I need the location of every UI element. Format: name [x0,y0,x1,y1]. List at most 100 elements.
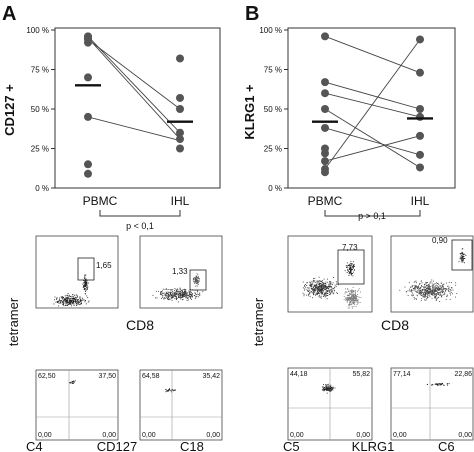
event-dot [197,283,199,284]
event-dot [77,299,79,301]
event-dot [321,292,323,294]
event-dot [325,294,327,296]
event-dot [344,293,346,295]
event-dot [350,274,352,276]
event-dot [416,285,418,287]
event-dot [428,287,430,289]
event-dot [80,299,82,301]
event-dot [73,305,75,306]
event-dot [325,284,327,286]
event-dot [71,302,73,303]
event-dot [66,301,68,303]
event-dot [349,301,351,303]
event-dot [439,288,440,289]
event-dot [321,287,323,289]
event-dot [176,298,178,299]
event-dot [350,303,352,305]
event-dot [183,293,185,295]
event-dot [178,295,179,297]
event-dot [196,282,198,284]
event-dot [167,390,168,391]
event-dot [164,292,166,294]
event-dot [331,289,332,291]
event-dot [313,290,315,292]
event-dot [68,302,70,304]
event-dot [347,296,349,298]
event-dot [81,303,82,305]
event-dot [56,298,57,300]
event-dot [426,288,427,289]
event-dot [424,284,425,286]
flow-b-xlabel-bottom: KLRG1 [352,439,395,452]
event-dot [169,388,170,390]
flow-a4-ur: 35,42 [202,373,220,380]
event-dot [312,290,314,292]
event-dot [197,276,199,277]
event-dot [172,296,173,298]
event-dot [165,389,167,390]
event-dot [180,291,181,293]
event-dot [185,290,186,292]
event-dot [195,281,197,282]
event-dot [172,290,174,292]
event-dot [85,300,86,301]
event-dot [70,301,72,302]
event-dot [439,289,440,291]
event-dot [329,285,330,287]
event-dot [61,300,63,302]
event-dot [316,283,318,285]
event-dot [423,292,425,294]
event-dot [447,383,448,385]
event-dot [166,389,167,391]
event-dot [172,389,174,391]
event-dot [170,389,172,391]
event-dot [347,301,348,303]
event-dot [61,301,63,303]
event-dot [350,272,352,274]
event-dot [306,282,308,284]
event-dot [166,294,168,296]
event-dot [171,294,173,296]
event-dot [182,295,184,296]
event-dot [75,303,77,305]
event-dot [450,294,451,296]
event-dot [462,253,463,255]
event-dot [347,268,349,270]
event-dot [425,290,427,291]
event-dot [85,283,87,285]
event-dot [347,288,349,290]
event-dot [435,297,437,299]
event-dot [318,283,320,285]
event-dot [64,300,66,302]
event-dot [194,280,196,282]
event-dot [320,281,322,283]
event-dot [320,283,321,284]
event-dot [61,297,63,299]
flow-b3-lr: 0,00 [356,432,370,439]
event-dot [351,273,353,275]
event-dot [71,298,73,300]
event-dot [182,289,184,290]
panel-a-letter: A [2,3,16,25]
event-dot [308,287,309,289]
event-dot [309,284,311,286]
event-dot [355,297,357,298]
event-dot [167,390,169,392]
event-dot [182,298,184,300]
event-dot [196,293,198,295]
event-dot [184,288,186,290]
event-dot [347,295,348,296]
event-dot [66,298,68,299]
event-dot [166,292,167,294]
event-dot [194,293,196,295]
event-dot [177,288,178,290]
event-dot [423,286,425,288]
event-dot [174,294,175,296]
event-dot [72,303,74,305]
event-dot [191,296,193,298]
event-dot [349,271,351,273]
event-dot [321,291,323,293]
event-dot [66,303,68,304]
event-dot [166,291,168,293]
flow-b4-id: C6 [438,439,455,452]
